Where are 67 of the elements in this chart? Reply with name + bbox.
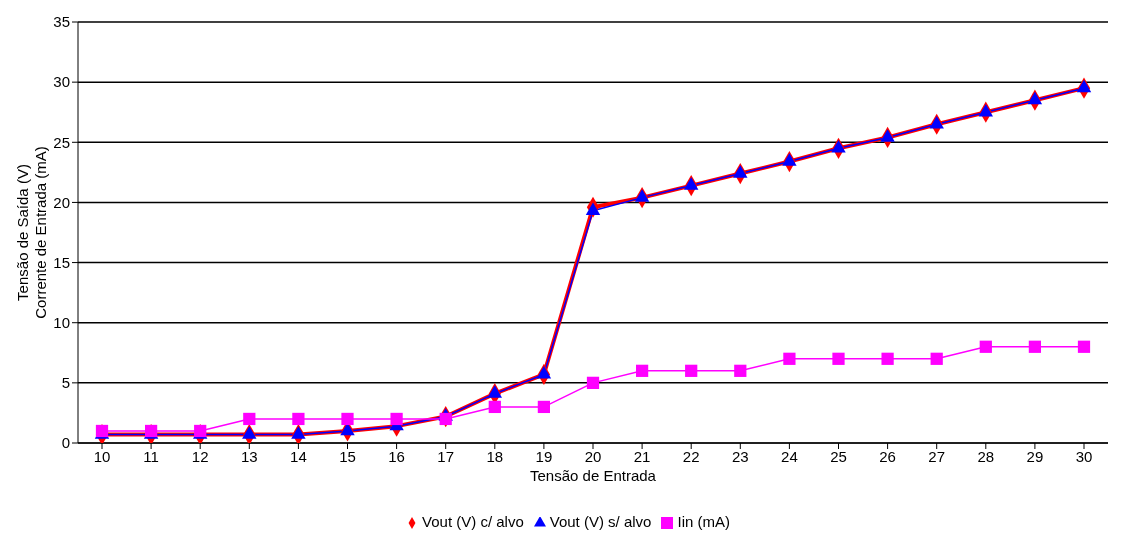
point [734,364,747,377]
x-tick-label: 27 [928,447,946,465]
point [439,412,452,426]
point [683,177,699,190]
point [634,189,650,202]
legend-label: Vout (V) s/ alvo [549,513,652,530]
x-tick-label: 30 [1075,447,1093,465]
x-tick-label: 12 [191,447,209,465]
point [585,202,601,216]
point [929,115,944,129]
point [1028,340,1042,353]
point [292,412,305,426]
x-tick-label: 11 [143,447,159,465]
y-tick-label: 5 [61,374,70,392]
x-tick-label: 22 [682,447,700,465]
point [242,426,257,439]
point [243,412,256,426]
legend-label: Vout (V) c/ alvo [422,513,524,530]
point [1076,79,1092,93]
y-tick-label: 20 [53,193,70,211]
x-tick-label: 21 [633,447,651,465]
point [487,385,503,398]
x-tick-label: 24 [781,447,798,465]
x-tick-label: 14 [290,447,307,465]
point [733,165,748,178]
x-axis-title: Tensão de Entrada [530,467,657,484]
point [930,352,943,365]
y-tick-label: 15 [53,253,70,271]
point [832,352,845,365]
x-tick-label: 17 [437,447,455,465]
y-tick-label: 10 [53,314,70,332]
point [978,103,994,117]
y-axis-title: Tensão de Saída (V) Corrente de Entrada (mA) [14,146,49,319]
y-tick-label: 0 [61,434,70,452]
point [1077,340,1091,353]
x-tick-label: 26 [879,447,896,465]
point [536,366,552,379]
x-tick-label: 16 [388,447,405,465]
point [537,400,551,414]
x-tick-label: 20 [584,447,602,465]
point [979,340,992,353]
point [831,139,846,153]
point [685,364,698,377]
point [782,153,797,166]
x-tick-label: 29 [1026,447,1044,465]
point [390,412,403,426]
point [881,352,894,365]
x-tick-label: 10 [93,447,111,465]
legend-label: Iin (mA) [677,513,730,530]
y-tick-label: 25 [53,133,70,151]
x-tick-label: 13 [240,447,258,465]
point [291,426,306,439]
x-tick-label: 25 [830,447,847,465]
x-tick-label: 19 [535,447,553,465]
point [783,352,796,365]
x-tick-label: 15 [339,447,356,465]
x-tick-label: 18 [486,447,504,465]
x-tick-label: 28 [977,447,995,465]
point [488,400,501,414]
point [635,364,649,377]
point [341,412,354,426]
y-tick-label: 30 [53,73,70,91]
point [586,376,600,389]
x-tick-label: 23 [731,447,749,465]
y-tick-label: 35 [53,13,70,31]
point [880,129,895,142]
point [1027,91,1043,105]
